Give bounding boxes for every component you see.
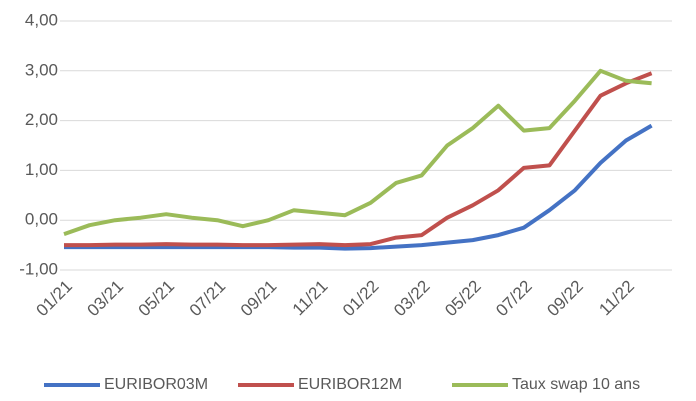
x-tick-label: 11/21 (289, 277, 332, 320)
x-tick-label: 07/21 (186, 277, 230, 321)
x-tick-label: 01/21 (32, 277, 76, 321)
legend-label: EURIBOR12M (298, 376, 402, 393)
x-tick-label: 01/22 (339, 277, 383, 321)
series-line (64, 123, 653, 251)
x-tick-label: 09/21 (237, 277, 281, 321)
x-tick-label: 03/22 (390, 277, 434, 321)
y-tick-label: 2,00 (25, 110, 58, 129)
y-tick-label: 0,00 (25, 210, 58, 229)
y-tick-label: 4,00 (25, 10, 58, 29)
series-line (64, 71, 653, 248)
x-tick-label: 05/21 (135, 277, 179, 321)
x-tick-label: 11/22 (595, 277, 638, 320)
x-tick-label: 03/21 (84, 277, 128, 321)
x-tick-label: 09/22 (543, 277, 587, 321)
legend-label: Taux swap 10 ans (512, 376, 640, 393)
x-tick-label: 05/22 (441, 277, 485, 321)
x-tick-label: 07/22 (492, 277, 536, 321)
series-line (63, 68, 652, 236)
y-tick-label: 3,00 (25, 60, 58, 79)
y-tick-label: -1,00 (19, 259, 58, 278)
y-tick-label: 1,00 (25, 160, 58, 179)
legend-label: EURIBOR03M (104, 376, 208, 393)
